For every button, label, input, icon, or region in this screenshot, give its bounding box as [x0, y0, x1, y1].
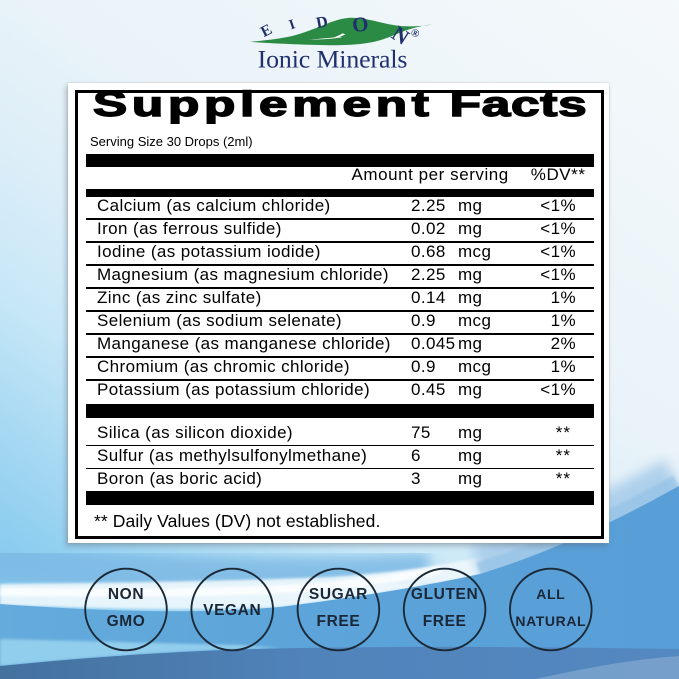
- svg-text:SUGAR: SUGAR: [309, 586, 368, 603]
- svg-text:NATURAL: NATURAL: [515, 613, 586, 629]
- svg-text:D: D: [315, 13, 329, 32]
- svg-text:VEGAN: VEGAN: [203, 602, 261, 619]
- svg-text:GLUTEN: GLUTEN: [411, 586, 478, 603]
- svg-text:NON: NON: [108, 586, 144, 603]
- svg-text:O: O: [351, 12, 370, 38]
- svg-text:FREE: FREE: [423, 613, 467, 630]
- svg-text:®: ®: [409, 27, 421, 41]
- svg-text:Ionic Minerals: Ionic Minerals: [258, 45, 408, 74]
- svg-text:I: I: [287, 17, 297, 33]
- svg-text:GMO: GMO: [107, 613, 146, 630]
- svg-text:ALL: ALL: [536, 586, 565, 602]
- svg-text:FREE: FREE: [317, 613, 361, 630]
